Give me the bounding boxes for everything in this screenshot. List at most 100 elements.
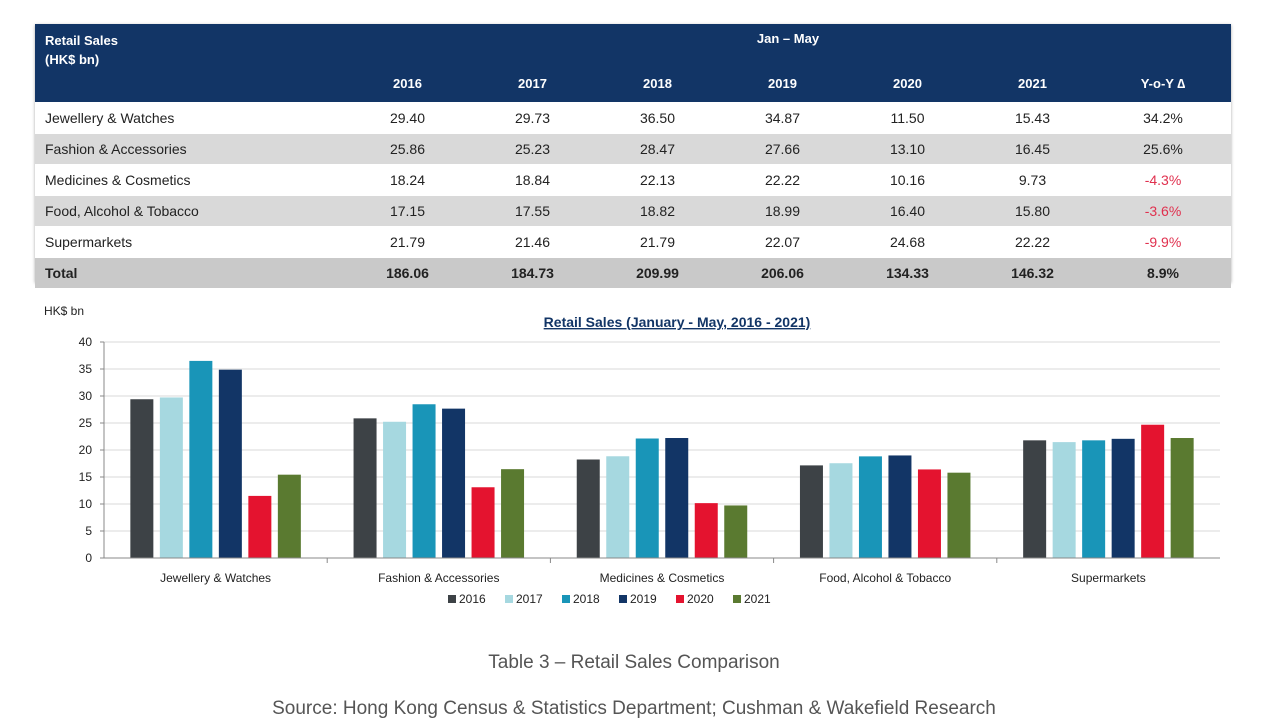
cell: 25.23 <box>470 133 595 165</box>
cell: 21.79 <box>345 226 470 258</box>
cell: 16.45 <box>970 133 1095 165</box>
category-label: Food, Alcohol & Tobacco <box>819 571 951 585</box>
table-corner-label: Retail Sales (HK$ bn) <box>35 24 345 103</box>
y-tick-label: 40 <box>79 335 93 349</box>
table-row: Medicines & Cosmetics 18.24 18.84 22.13 … <box>35 164 1231 196</box>
bar-2019 <box>1111 438 1135 558</box>
cell: 15.43 <box>970 102 1095 134</box>
cell: 29.40 <box>345 102 470 134</box>
chart-legend: 2016 2017 2018 2019 2020 2021 <box>448 592 771 606</box>
retail-sales-table: Retail Sales (HK$ bn) Jan – May 2016 201… <box>35 24 1231 288</box>
cell: 16.40 <box>845 195 970 227</box>
bar-2020 <box>917 469 941 558</box>
bar-2021 <box>1170 438 1194 558</box>
bar-2018 <box>858 456 882 558</box>
row-label: Medicines & Cosmetics <box>35 164 345 196</box>
row-label: Jewellery & Watches <box>35 102 345 134</box>
legend-label-2019: 2019 <box>630 592 657 606</box>
bar-2020 <box>248 495 272 558</box>
row-label: Supermarkets <box>35 226 345 258</box>
total-cell: 209.99 <box>595 257 720 288</box>
total-cell: 186.06 <box>345 257 470 288</box>
bar-2018 <box>412 404 436 558</box>
total-cell: 206.06 <box>720 257 845 288</box>
category-label: Fashion & Accessories <box>378 571 499 585</box>
bar-2019 <box>442 408 466 558</box>
category-label: Jewellery & Watches <box>160 571 271 585</box>
cell: 9.73 <box>970 164 1095 196</box>
cell: 18.84 <box>470 164 595 196</box>
total-cell: 134.33 <box>845 257 970 288</box>
category-label: Medicines & Cosmetics <box>600 571 725 585</box>
y-tick-label: 10 <box>79 497 93 511</box>
bar-2017 <box>606 456 630 558</box>
table-caption: Table 3 – Retail Sales Comparison <box>488 652 780 673</box>
cell: 18.99 <box>720 195 845 227</box>
table-row: Food, Alcohol & Tobacco 17.15 17.55 18.8… <box>35 195 1231 227</box>
bar-2019 <box>665 438 689 558</box>
yoy-cell: -9.9% <box>1095 226 1231 258</box>
chart-bars <box>130 360 1194 558</box>
yoy-cell: -4.3% <box>1095 164 1231 196</box>
cell: 11.50 <box>845 102 970 134</box>
legend-label-2021: 2021 <box>744 592 771 606</box>
yoy-cell: 25.6% <box>1095 133 1231 165</box>
retail-table: Retail Sales (HK$ bn) Jan – May 2016 201… <box>35 24 1231 288</box>
chart-category-labels: Jewellery & Watches Fashion & Accessories… <box>160 558 1146 585</box>
bar-2016 <box>1023 440 1047 558</box>
legend-swatch-2021 <box>733 595 741 603</box>
legend-swatch-2019 <box>619 595 627 603</box>
bar-2019 <box>888 455 912 558</box>
bar-2020 <box>694 503 718 558</box>
legend-swatch-2018 <box>562 595 570 603</box>
cell: 29.73 <box>470 102 595 134</box>
bar-2016 <box>799 465 823 558</box>
bar-2018 <box>189 360 213 558</box>
col-header-2019: 2019 <box>720 64 845 103</box>
col-header-2017: 2017 <box>470 64 595 103</box>
total-cell: 146.32 <box>970 257 1095 288</box>
bar-2020 <box>471 487 495 558</box>
table-total-row: Total 186.06 184.73 209.99 206.06 134.33… <box>35 257 1231 288</box>
cell: 21.46 <box>470 226 595 258</box>
cell: 17.15 <box>345 195 470 227</box>
bar-2017 <box>383 421 407 558</box>
cell: 18.24 <box>345 164 470 196</box>
total-label: Total <box>35 257 345 288</box>
col-header-2021: 2021 <box>970 64 1095 103</box>
legend-swatch-2017 <box>505 595 513 603</box>
cell: 22.13 <box>595 164 720 196</box>
bar-2018 <box>1082 440 1106 558</box>
cell: 24.68 <box>845 226 970 258</box>
row-label: Food, Alcohol & Tobacco <box>35 195 345 227</box>
corner-line-2: (HK$ bn) <box>45 52 100 67</box>
cell: 22.22 <box>970 226 1095 258</box>
retail-sales-bar-chart: HK$ bn Retail Sales (January - May, 2016… <box>44 304 1220 606</box>
category-label: Supermarkets <box>1071 571 1146 585</box>
cell: 15.80 <box>970 195 1095 227</box>
bar-2017 <box>1052 442 1076 558</box>
total-cell: 184.73 <box>470 257 595 288</box>
bar-2021 <box>501 469 525 558</box>
col-header-yoy: Y-o-Y ∆ <box>1095 64 1231 103</box>
cell: 21.79 <box>595 226 720 258</box>
chart-title: Retail Sales (January - May, 2016 - 2021… <box>544 314 811 330</box>
cell: 28.47 <box>595 133 720 165</box>
legend-label-2016: 2016 <box>459 592 486 606</box>
period-header: Jan – May <box>345 24 1231 64</box>
col-header-2020: 2020 <box>845 64 970 103</box>
bar-2021 <box>947 472 971 558</box>
chart-gridlines <box>104 341 1220 532</box>
bar-2016 <box>130 399 154 558</box>
row-label: Fashion & Accessories <box>35 133 345 165</box>
y-tick-label: 15 <box>79 470 93 484</box>
legend-label-2017: 2017 <box>516 592 543 606</box>
cell: 22.22 <box>720 164 845 196</box>
source-caption: Source: Hong Kong Census & Statistics De… <box>272 698 996 719</box>
y-tick-label: 0 <box>85 551 92 565</box>
table-header: Retail Sales (HK$ bn) Jan – May 2016 201… <box>35 24 1231 103</box>
bar-2017 <box>159 397 183 558</box>
table-row: Jewellery & Watches 29.40 29.73 36.50 34… <box>35 102 1231 134</box>
cell: 34.87 <box>720 102 845 134</box>
y-tick-label: 25 <box>79 416 93 430</box>
